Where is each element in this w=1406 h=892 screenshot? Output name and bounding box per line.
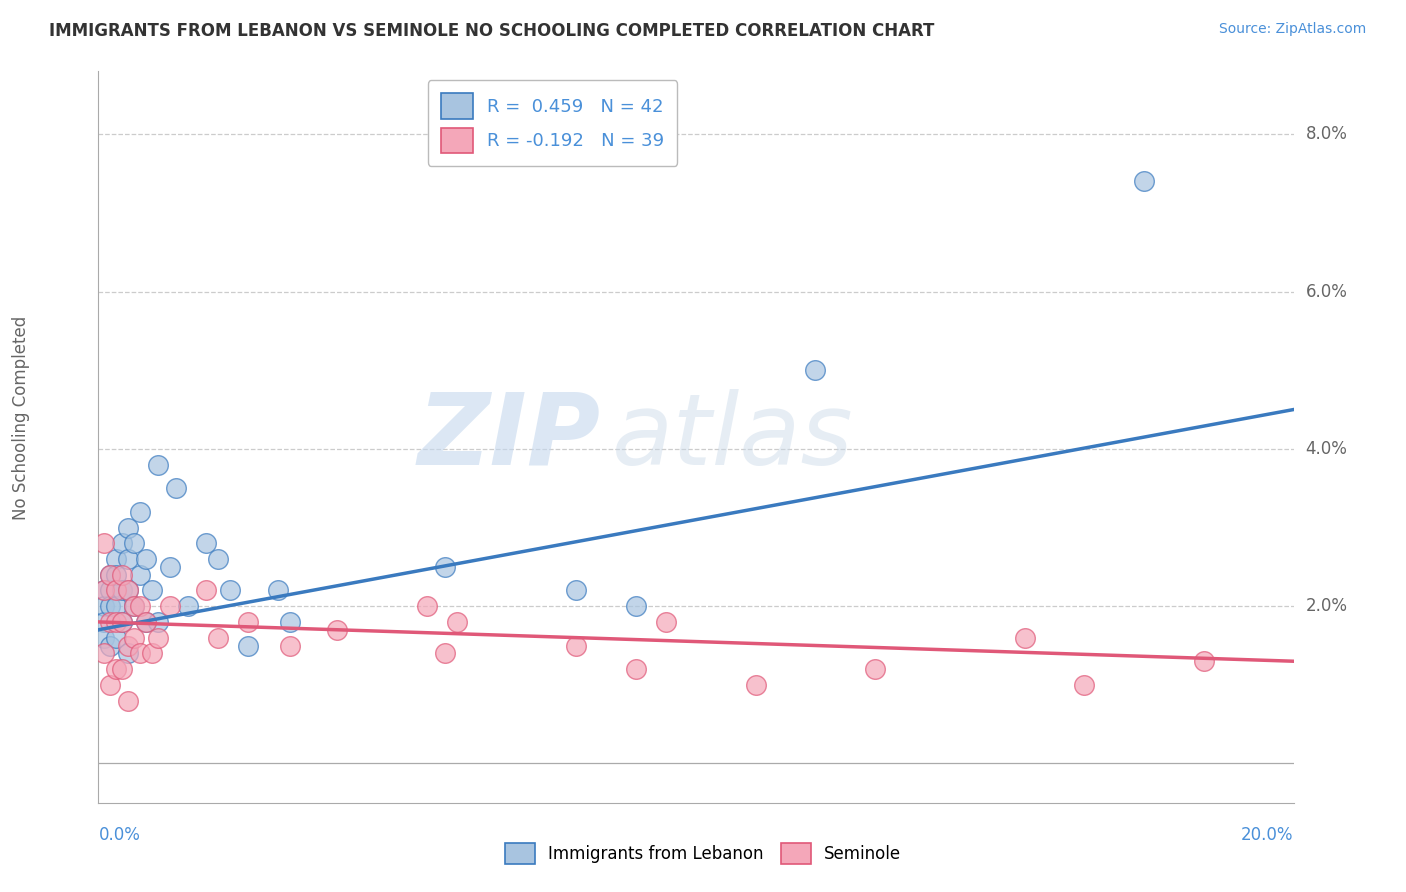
Point xyxy=(148,631,170,645)
Text: 2.0%: 2.0% xyxy=(1306,597,1347,615)
Point xyxy=(98,615,122,629)
Point xyxy=(278,615,301,629)
Point xyxy=(117,583,139,598)
Point xyxy=(105,631,128,645)
Point xyxy=(93,615,115,629)
Point xyxy=(105,615,128,629)
Point xyxy=(434,559,457,574)
Point xyxy=(1014,631,1036,645)
Point xyxy=(93,536,115,550)
Point xyxy=(626,662,648,676)
Point xyxy=(159,559,181,574)
Text: IMMIGRANTS FROM LEBANON VS SEMINOLE NO SCHOOLING COMPLETED CORRELATION CHART: IMMIGRANTS FROM LEBANON VS SEMINOLE NO S… xyxy=(49,22,935,40)
Text: No Schooling Completed: No Schooling Completed xyxy=(11,315,30,519)
Point xyxy=(117,520,139,534)
Point xyxy=(117,646,139,660)
Point xyxy=(129,567,152,582)
Point xyxy=(129,646,152,660)
Legend: Immigrants from Lebanon, Seminole: Immigrants from Lebanon, Seminole xyxy=(498,837,908,871)
Point xyxy=(93,599,115,614)
Point xyxy=(98,567,122,582)
Point xyxy=(98,678,122,692)
Point xyxy=(159,599,181,614)
Point xyxy=(135,615,157,629)
Text: 8.0%: 8.0% xyxy=(1306,125,1347,144)
Point xyxy=(105,599,128,614)
Point xyxy=(111,583,134,598)
Point xyxy=(434,646,457,660)
Point xyxy=(416,599,439,614)
Point xyxy=(278,639,301,653)
Point xyxy=(105,662,128,676)
Point xyxy=(105,567,128,582)
Point xyxy=(124,631,146,645)
Point xyxy=(93,646,115,660)
Point xyxy=(124,599,146,614)
Point xyxy=(98,639,122,653)
Point xyxy=(165,481,187,495)
Point xyxy=(105,552,128,566)
Point xyxy=(124,536,146,550)
Point xyxy=(129,505,152,519)
Point xyxy=(141,646,163,660)
Point xyxy=(93,583,115,598)
Point xyxy=(1192,654,1215,668)
Point xyxy=(207,631,229,645)
Point xyxy=(446,615,468,629)
Point xyxy=(129,599,152,614)
Text: ZIP: ZIP xyxy=(418,389,600,485)
Point xyxy=(565,583,588,598)
Text: 6.0%: 6.0% xyxy=(1306,283,1347,301)
Point xyxy=(267,583,290,598)
Point xyxy=(1073,678,1095,692)
Point xyxy=(177,599,200,614)
Point xyxy=(626,599,648,614)
Point xyxy=(117,693,139,707)
Point xyxy=(195,536,218,550)
Text: 20.0%: 20.0% xyxy=(1241,826,1294,845)
Point xyxy=(565,639,588,653)
Point xyxy=(98,567,122,582)
Point xyxy=(93,583,115,598)
Point xyxy=(111,536,134,550)
Point xyxy=(148,615,170,629)
Point xyxy=(655,615,678,629)
Point xyxy=(117,552,139,566)
Text: 4.0%: 4.0% xyxy=(1306,440,1347,458)
Text: Source: ZipAtlas.com: Source: ZipAtlas.com xyxy=(1219,22,1367,37)
Point xyxy=(207,552,229,566)
Point xyxy=(1133,174,1156,188)
Point xyxy=(745,678,768,692)
Point xyxy=(236,615,259,629)
Point xyxy=(865,662,887,676)
Point xyxy=(236,639,259,653)
Point xyxy=(135,615,157,629)
Point xyxy=(326,623,349,637)
Point xyxy=(98,599,122,614)
Point xyxy=(148,458,170,472)
Point xyxy=(141,583,163,598)
Point xyxy=(135,552,157,566)
Point xyxy=(111,567,134,582)
Point xyxy=(111,615,134,629)
Text: atlas: atlas xyxy=(613,389,853,485)
Point xyxy=(105,583,128,598)
Point xyxy=(219,583,242,598)
Point xyxy=(117,639,139,653)
Point xyxy=(117,583,139,598)
Point xyxy=(98,583,122,598)
Point xyxy=(195,583,218,598)
Point xyxy=(111,615,134,629)
Legend: R =  0.459   N = 42, R = -0.192   N = 39: R = 0.459 N = 42, R = -0.192 N = 39 xyxy=(427,80,678,166)
Text: 0.0%: 0.0% xyxy=(98,826,141,845)
Point xyxy=(124,599,146,614)
Point xyxy=(93,631,115,645)
Point xyxy=(804,363,827,377)
Point xyxy=(111,662,134,676)
